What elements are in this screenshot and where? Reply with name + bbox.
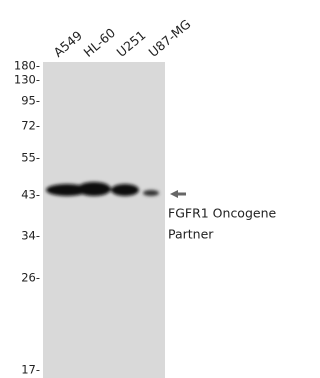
- marker-label: 95-: [21, 94, 40, 108]
- lane-label: U87-MG: [146, 16, 194, 60]
- lane-label: U251: [114, 27, 149, 60]
- marker-label: 17-: [21, 363, 40, 377]
- band-label: Partner: [168, 227, 214, 242]
- band-arrow: [170, 190, 186, 198]
- blot-membrane: [43, 62, 165, 378]
- lane-label: A549: [51, 28, 86, 60]
- marker-label: 43-: [21, 188, 40, 202]
- marker-label: 55-: [21, 151, 40, 165]
- band: [111, 184, 139, 196]
- band-label: FGFR1 Oncogene: [168, 206, 277, 221]
- marker-labels: 180-130- 95- 72- 55- 43- 34- 26- 17-: [14, 59, 40, 377]
- lane-label: HL-60: [81, 25, 119, 60]
- marker-label: 26-: [21, 271, 40, 285]
- western-blot: FGFR1 Oncogene Partner A549HL-60U251U87-…: [0, 0, 284, 378]
- band: [143, 190, 159, 196]
- marker-label: 180-: [14, 59, 40, 73]
- marker-label: 130-: [14, 73, 40, 87]
- marker-label: 34-: [21, 229, 40, 243]
- marker-label: 72-: [21, 119, 40, 133]
- band: [77, 182, 111, 196]
